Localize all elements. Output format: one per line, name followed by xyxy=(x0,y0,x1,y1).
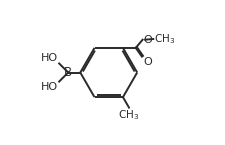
Text: O: O xyxy=(143,57,151,67)
Text: CH$_3$: CH$_3$ xyxy=(118,108,139,122)
Text: CH$_3$: CH$_3$ xyxy=(153,32,174,46)
Text: HO: HO xyxy=(41,53,58,63)
Text: O: O xyxy=(143,35,151,45)
Text: HO: HO xyxy=(41,82,58,92)
Text: B: B xyxy=(64,66,72,79)
